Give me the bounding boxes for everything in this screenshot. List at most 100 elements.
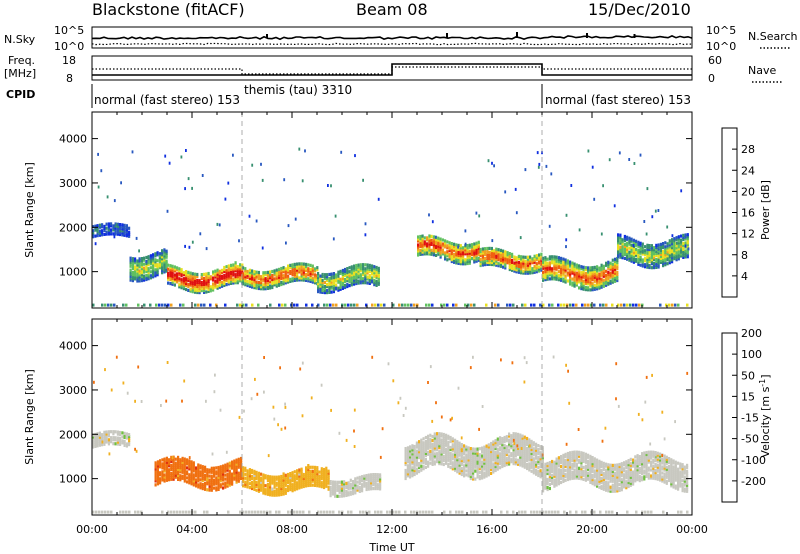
velocity-cell xyxy=(519,447,522,451)
power-cell xyxy=(626,241,629,245)
velocity-cell xyxy=(551,479,554,483)
power-cell xyxy=(435,237,438,242)
power-cell xyxy=(362,269,365,273)
power-cell xyxy=(371,272,374,276)
velocity-cell xyxy=(280,484,283,489)
velocity-cell xyxy=(607,469,610,473)
velocity-cell xyxy=(539,469,542,473)
velocity-cell xyxy=(632,474,635,478)
velocity-cell xyxy=(532,469,535,473)
power-cell xyxy=(471,247,474,251)
power-cell xyxy=(348,278,351,282)
power-cell xyxy=(362,178,364,182)
velocity-cell xyxy=(454,462,457,466)
velocity-cell xyxy=(641,466,644,470)
power-cell xyxy=(475,257,478,261)
velocity-cell xyxy=(501,443,504,447)
velocity-cell xyxy=(192,465,195,469)
power-cell xyxy=(581,303,584,307)
velocity-cell xyxy=(627,480,630,485)
velocity-cell xyxy=(415,463,418,467)
power-cell xyxy=(564,280,567,284)
power-cell xyxy=(524,261,527,265)
power-cell xyxy=(423,252,426,256)
power-cell xyxy=(633,162,636,165)
velocity-cell xyxy=(602,481,605,485)
velocity-cell xyxy=(476,467,479,471)
velocity-cell xyxy=(458,453,461,457)
power-cell xyxy=(232,263,235,267)
velocity-cell xyxy=(163,477,166,481)
velocity-cell xyxy=(557,482,560,486)
velocity-cell xyxy=(404,451,407,455)
velocity-cell xyxy=(463,452,466,456)
power-cell xyxy=(511,260,514,264)
velocity-cell xyxy=(481,464,484,468)
power-cell xyxy=(450,246,453,250)
power-cell xyxy=(167,267,170,271)
power-cell xyxy=(230,267,233,271)
power-cell xyxy=(675,252,678,256)
velocity-cell xyxy=(643,477,646,481)
velocity-cell xyxy=(472,455,475,459)
velocity-cell xyxy=(490,465,493,469)
power-cell xyxy=(136,261,139,265)
velocity-cell xyxy=(530,449,533,453)
velocity-cell xyxy=(246,469,249,473)
velocity-cell xyxy=(528,440,531,444)
power-cell xyxy=(531,269,534,273)
power-cell xyxy=(282,278,285,282)
velocity-cell xyxy=(519,435,522,439)
velocity-cell xyxy=(503,449,506,454)
power-cell xyxy=(473,303,476,307)
velocity-cell xyxy=(643,469,646,473)
power-cell xyxy=(341,280,344,284)
power-cell xyxy=(364,269,367,273)
velocity-cell xyxy=(634,459,637,463)
power-cell xyxy=(662,244,665,248)
power-cell xyxy=(609,281,612,285)
velocity-cell xyxy=(560,468,563,473)
power-cell xyxy=(563,303,566,307)
power-cell xyxy=(149,254,152,258)
power-cell xyxy=(573,264,576,268)
velocity-cell xyxy=(618,464,621,469)
velocity-cell xyxy=(469,468,472,473)
power-cell xyxy=(357,281,360,285)
power-cell xyxy=(437,246,440,250)
power-cell xyxy=(205,284,208,288)
power-cell xyxy=(659,303,662,307)
power-cell xyxy=(173,277,176,281)
velocity-cell xyxy=(231,462,234,466)
velocity-cell xyxy=(638,457,641,461)
power-cell xyxy=(242,272,245,276)
power-cell xyxy=(357,271,360,275)
velocity-cell xyxy=(327,487,330,491)
power-cell xyxy=(165,253,168,257)
velocity-cell xyxy=(596,478,599,482)
power-cell xyxy=(339,283,342,287)
velocity-cell xyxy=(291,473,294,477)
power-cell xyxy=(540,254,543,258)
velocity-cell xyxy=(314,481,317,485)
power-cell xyxy=(353,303,356,307)
velocity-cell xyxy=(163,461,166,465)
power-cell xyxy=(317,276,320,280)
power-cell xyxy=(511,266,514,270)
power-cell xyxy=(180,155,183,159)
velocity-cell xyxy=(557,470,560,474)
velocity-cell xyxy=(454,438,457,442)
power-cell xyxy=(182,285,185,289)
velocity-cell xyxy=(186,460,189,464)
power-cell xyxy=(524,271,527,275)
power-cell xyxy=(511,258,514,262)
power-cell xyxy=(459,254,462,258)
velocity-cell xyxy=(514,448,517,452)
power-cell xyxy=(477,248,480,252)
velocity-cell xyxy=(411,454,414,458)
velocity-cell xyxy=(420,458,423,462)
power-cell xyxy=(441,238,444,242)
velocity-cell xyxy=(314,473,317,477)
velocity-cell xyxy=(569,461,572,465)
power-cell xyxy=(477,256,480,260)
